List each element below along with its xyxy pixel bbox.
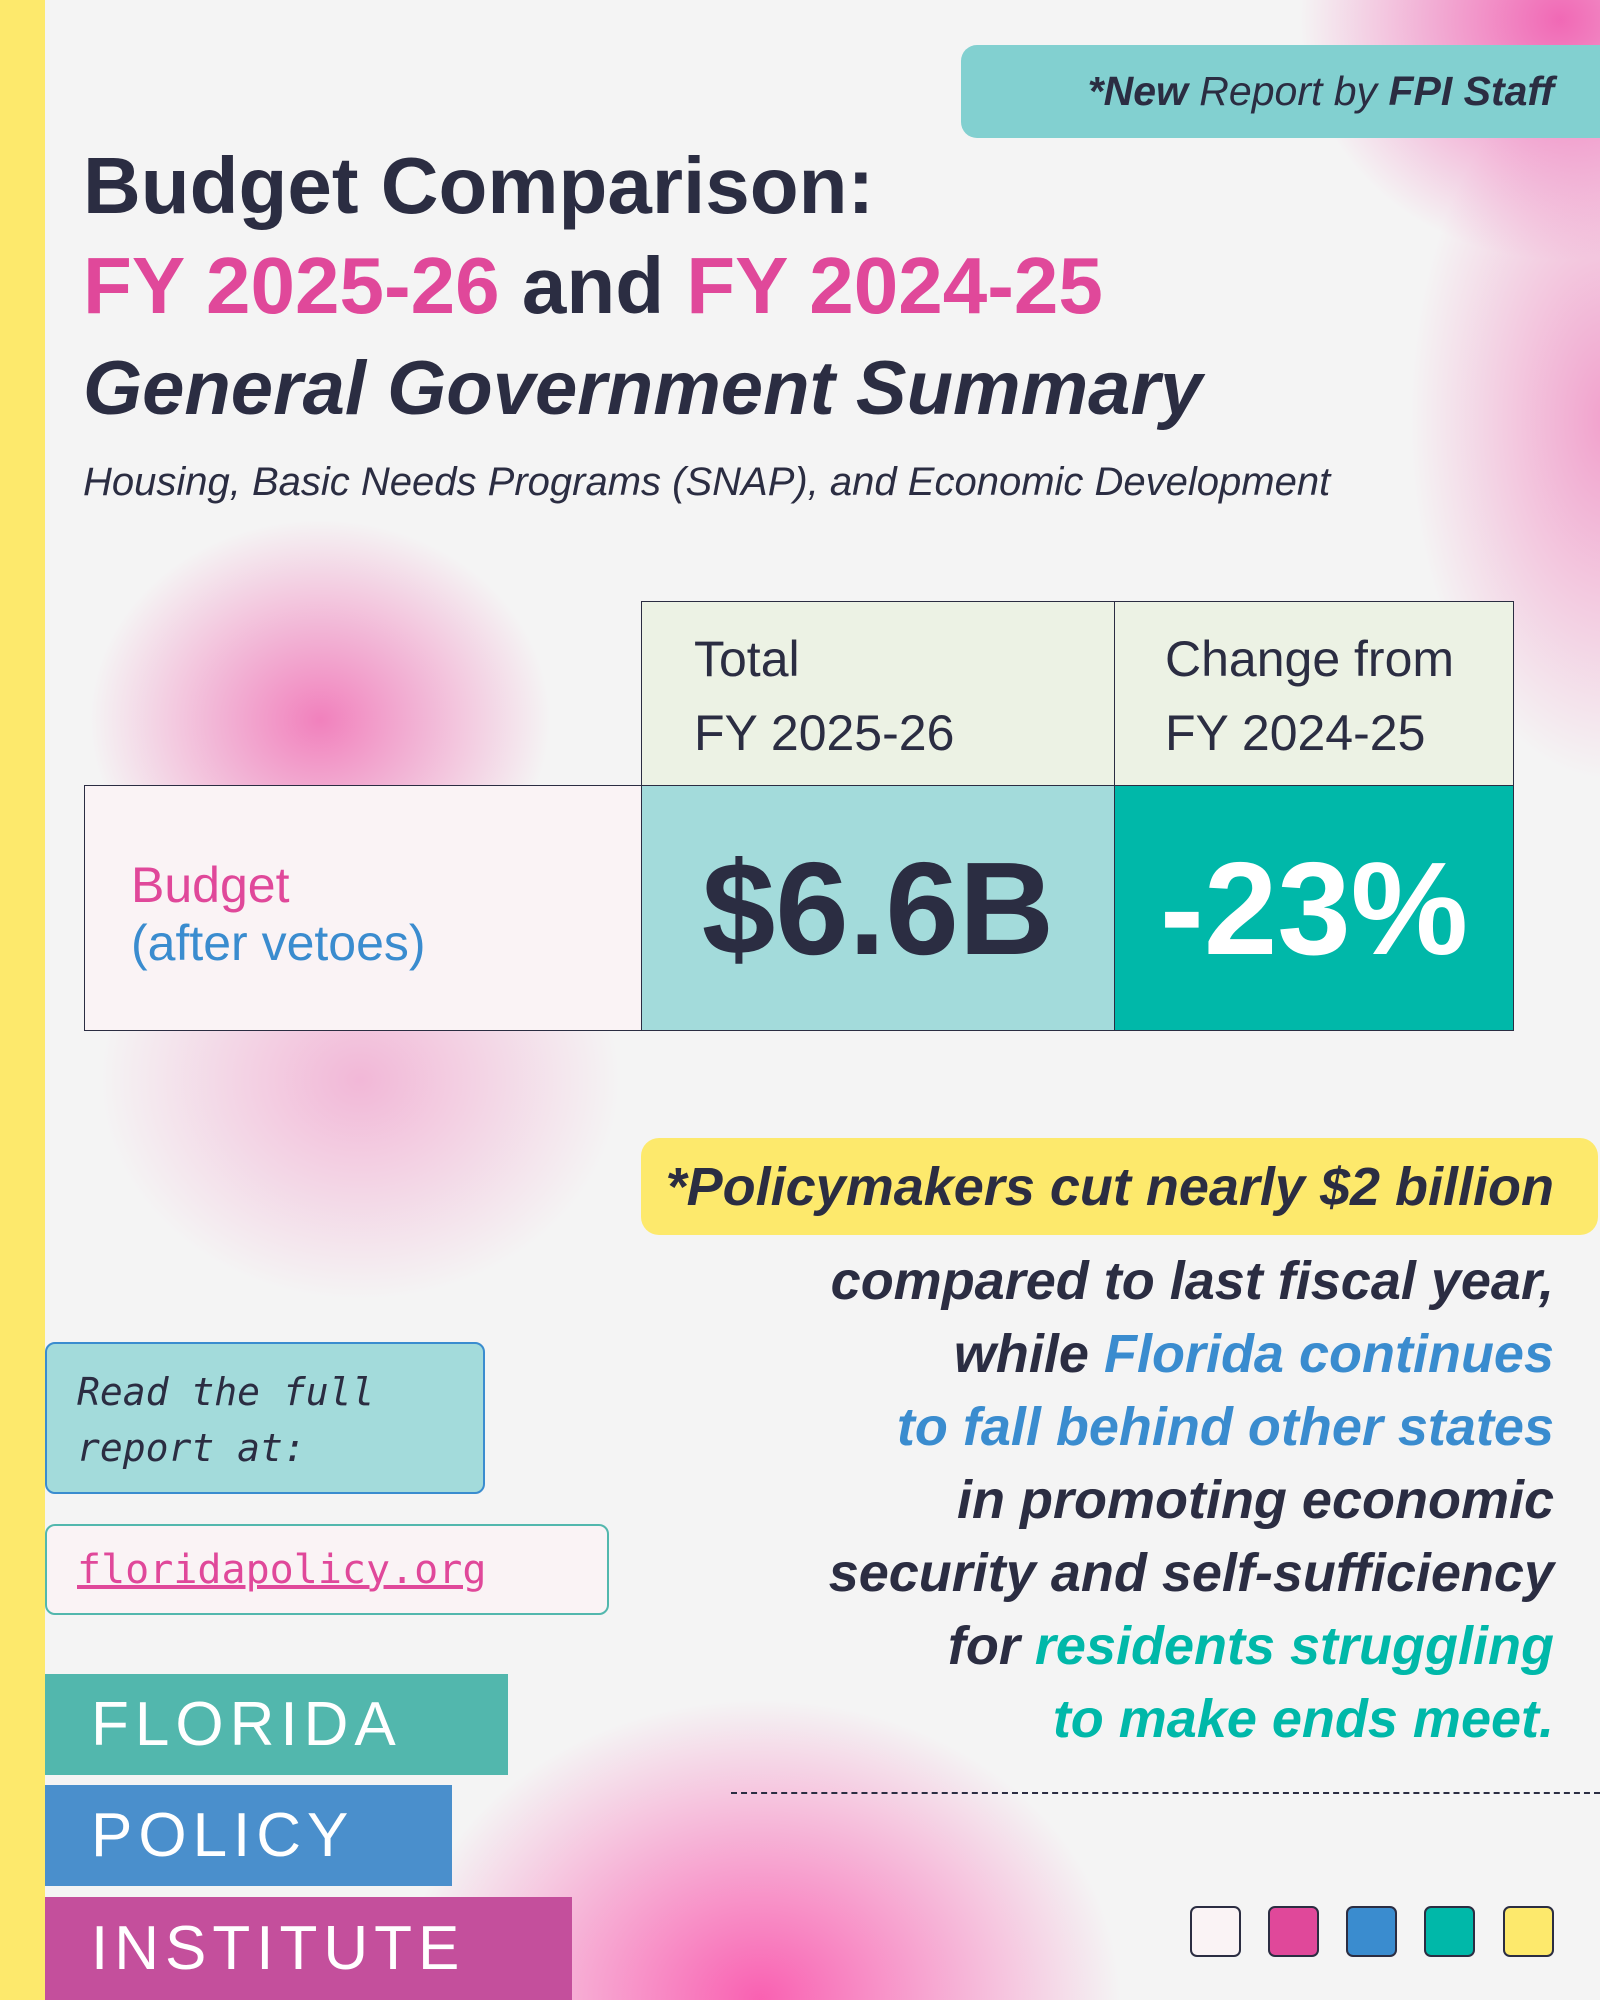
color-swatch-white: [1190, 1906, 1241, 1957]
title-line-3: General Government Summary: [83, 346, 1203, 431]
title-line-2: FY 2025-26 and FY 2024-25: [83, 240, 1103, 332]
fy-prior: FY 2024-25: [686, 241, 1103, 330]
title-and: and: [499, 241, 687, 330]
badge-author: FPI Staff: [1388, 68, 1554, 114]
badge-prefix: *New: [1087, 68, 1200, 114]
para-emphasis: Florida continues: [1103, 1324, 1554, 1384]
header-change: Change from FY 2024-25: [1114, 601, 1514, 786]
read-line-2: report at:: [77, 1426, 306, 1470]
color-swatch-pink: [1268, 1906, 1319, 1957]
row-label-cell: Budget (after vetoes): [84, 785, 642, 1031]
dashed-divider: [731, 1792, 1600, 1794]
para-line: for residents struggling: [829, 1610, 1554, 1683]
yellow-side-bar: [0, 0, 45, 2000]
header-total-l2: FY 2025-26: [694, 705, 955, 761]
header-total: Total FY 2025-26: [641, 601, 1115, 786]
color-swatch-teal: [1424, 1906, 1475, 1957]
para-emphasis: residents struggling: [1034, 1616, 1554, 1676]
website-link[interactable]: floridapolicy.org: [45, 1524, 609, 1615]
para-line: compared to last fiscal year,: [830, 1251, 1554, 1311]
logo-policy: POLICY: [45, 1785, 452, 1886]
change-value: -23%: [1114, 785, 1514, 1031]
para-line: security and self-sufficiency: [828, 1543, 1554, 1603]
total-value: $6.6B: [641, 785, 1115, 1031]
read-line-1: Read the full: [77, 1370, 375, 1414]
color-swatch-yellow: [1503, 1906, 1554, 1957]
summary-paragraph: compared to last fiscal year, while Flor…: [829, 1245, 1554, 1756]
para-text: while: [953, 1324, 1104, 1384]
read-full-report-box: Read the full report at:: [45, 1342, 485, 1494]
para-line: while Florida continues: [829, 1318, 1554, 1391]
para-text: for: [947, 1616, 1035, 1676]
new-report-badge: *New Report by FPI Staff: [961, 45, 1600, 138]
highlight-callout: *Policymakers cut nearly $2 billion: [641, 1138, 1598, 1235]
row-label-budget: Budget: [131, 857, 290, 913]
logo-institute: INSTITUTE: [45, 1897, 572, 2000]
subtitle: Housing, Basic Needs Programs (SNAP), an…: [83, 460, 1331, 504]
header-change-l1: Change from: [1165, 631, 1455, 687]
header-change-l2: FY 2024-25: [1165, 705, 1426, 761]
fy-current: FY 2025-26: [83, 241, 500, 330]
title-line-1: Budget Comparison:: [83, 141, 875, 230]
header-total-l1: Total: [694, 631, 800, 687]
row-label-after-vetoes: (after vetoes): [131, 915, 426, 971]
logo-florida: FLORIDA: [45, 1674, 508, 1775]
badge-mid: Report by: [1199, 68, 1389, 114]
para-line: in promoting economic: [956, 1470, 1554, 1530]
para-line: to make ends meet.: [1052, 1689, 1554, 1749]
para-line: to fall behind other states: [896, 1397, 1554, 1457]
color-swatch-blue: [1346, 1906, 1397, 1957]
